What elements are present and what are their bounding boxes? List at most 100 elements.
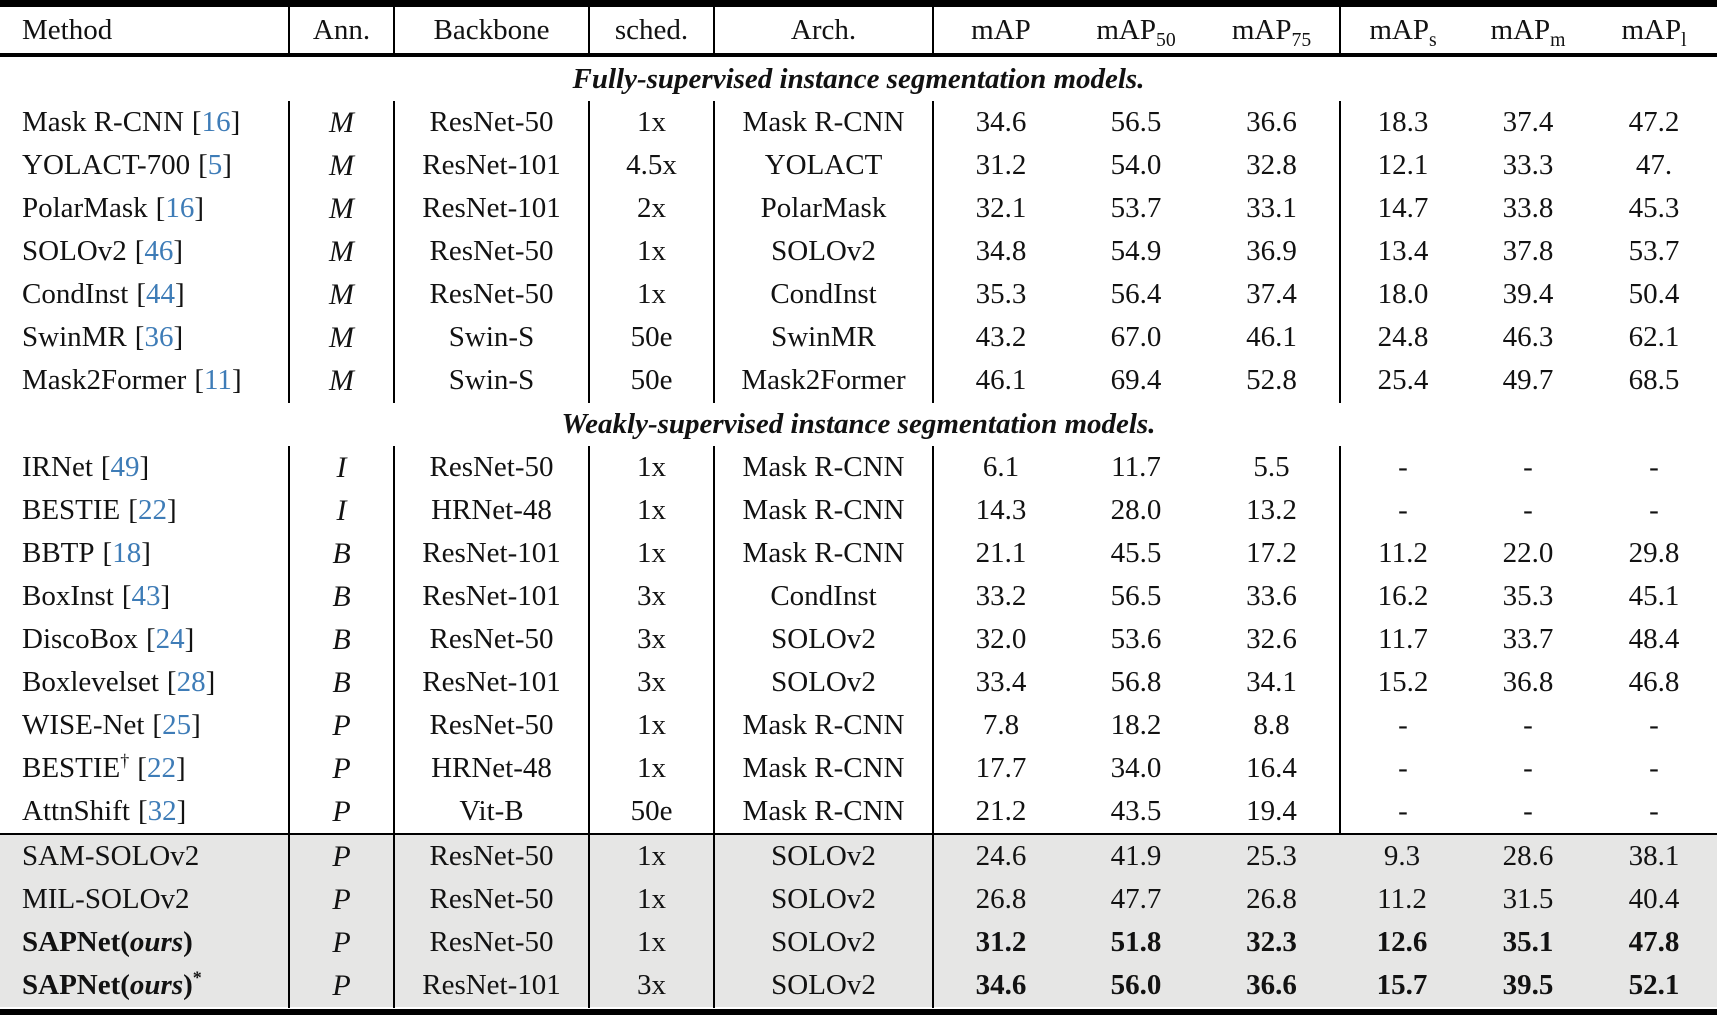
architecture-cell: Mask R-CNN [713,790,932,834]
citation-link[interactable]: 25 [162,709,192,741]
col-header-label: mAP [1369,14,1429,46]
citation-link[interactable]: 49 [110,451,140,483]
metric-cell: 54.0 [1110,149,1162,181]
annotation-symbol: M [329,321,354,354]
col-header-label: mAP [1096,14,1156,46]
metric-cell: - [1649,752,1659,784]
section-rows: Mask R-CNN [16] M ResNet-50 1x Mask R-CNN 34.6… [0,101,1717,403]
method-name-close: ) [183,926,193,958]
citation-link[interactable]: 46 [144,235,174,267]
backbone-cell: ResNet-50 [393,618,588,662]
method-cell: BESTIE† [22] [0,747,288,791]
citation-bracket: [ [198,149,208,181]
method-name: BESTIE [22,752,121,784]
annotation-symbol: I [336,494,347,527]
architecture-cell: Mask R-CNN [713,704,932,748]
citation-link[interactable]: 43 [131,580,161,612]
table-row: CondInst [44] M ResNet-50 1x CondInst 35.3 56.4… [0,273,1717,317]
table-row: BESTIE† [22] P HRNet-48 1x Mask R-CNN 17.7 34.0… [0,747,1717,791]
citation-bracket: ] [166,494,177,526]
annotation-symbol: B [332,580,351,613]
metric-cell: 26.8 [1246,883,1297,915]
citation-link[interactable]: 5 [207,149,223,181]
metric-cell: - [1339,790,1465,834]
architecture-cell: Mask R-CNN [713,747,932,791]
metric-cell: 32.6 [1246,623,1297,655]
method-name: SAM-SOLOv2 [22,840,200,872]
metric-cell: 19.4 [1246,795,1297,827]
citation-link[interactable]: 28 [176,666,206,698]
col-header-subscript: l [1681,28,1687,51]
citation: [22] [128,494,176,526]
schedule-cell: 3x [588,661,713,705]
architecture-cell: CondInst [713,273,932,317]
metric-cell: - [1523,795,1533,827]
citation-link[interactable]: 16 [201,106,231,138]
citation-bracket: ] [184,623,195,655]
citation-link[interactable]: 36 [144,321,174,353]
citation-bracket: [ [134,321,145,353]
schedule-cell: 2x [588,187,713,231]
annotation-cell: B [288,618,393,662]
schedule-cell: 50e [588,316,713,360]
citation-bracket: [ [191,106,202,138]
table-row: SAPNet(ours)* P ResNet-101 3x SOLOv2 34.6 56.0… [0,964,1717,1008]
metric-cell: 33.1 [1246,192,1297,224]
col-header-schedule: sched. [588,7,713,53]
citation-link[interactable]: 22 [146,752,176,784]
annotation-cell: M [288,230,393,274]
method-name: MIL-SOLOv2 [22,883,190,915]
citation-link[interactable]: 22 [137,494,167,526]
metric-cell: 39.5 [1502,969,1554,1001]
col-header-map75: mAP75 [1204,7,1339,53]
method-name: Mask R-CNN [22,106,184,138]
metric-cell: 8.8 [1253,709,1290,741]
method-name: SwinMR [22,321,127,353]
architecture-cell: Mask R-CNN [713,532,932,576]
citation-link[interactable]: 24 [155,623,185,655]
method-cell: BBTP [18] [0,532,288,576]
citation-bracket: ] [230,106,241,138]
citation-bracket: [ [155,192,166,224]
citation-bracket: [ [136,278,147,310]
citation: [25] [152,709,200,741]
annotation-symbol: I [336,451,347,484]
schedule-cell: 50e [588,359,713,403]
citation: [43] [122,580,170,612]
table-row: DiscoBox [24] B ResNet-50 3x SOLOv2 32.0 53.6 32… [0,618,1717,662]
architecture-cell: Mask2Former [713,359,932,403]
architecture-cell: PolarMask [713,187,932,231]
citation-bracket: [ [134,235,145,267]
citation-link[interactable]: 16 [165,192,195,224]
method-cell: Mask R-CNN [16] [0,101,288,145]
table-row: IRNet [49] I ResNet-50 1x Mask R-CNN 6.1 11.7 5.… [0,446,1717,490]
method-cell: PolarMask [16] [0,187,288,231]
metric-cell: 45.3 [1628,192,1680,224]
method-name: BBTP [22,537,95,569]
table-row: AttnShift [32] P Vit-B 50e Mask R-CNN 21.2 43.5… [0,790,1717,834]
metric-cell: 18.3 [1339,101,1465,145]
metric-cell: 22.0 [1502,537,1554,569]
col-header-subscript: s [1428,28,1437,51]
metric-cell: 24.8 [1339,316,1465,360]
citation-bracket: ] [175,278,185,310]
metric-cell: 37.4 [1502,106,1554,138]
architecture-cell: SOLOv2 [713,921,932,965]
metric-cell: 47.7 [1110,883,1162,915]
architecture-cell: SOLOv2 [713,964,932,1008]
annotation-symbol: P [332,969,351,1002]
metric-cell: 7.8 [932,704,1068,748]
citation-link[interactable]: 18 [112,537,142,569]
annotation-symbol: M [329,192,354,225]
citation-link[interactable]: 11 [204,364,232,396]
backbone-cell: ResNet-50 [393,921,588,965]
citation-link[interactable]: 44 [146,278,176,310]
backbone-cell: ResNet-50 [393,446,588,490]
metric-cell: 28.0 [1110,494,1162,526]
schedule-cell: 1x [588,878,713,922]
metric-cell: 29.8 [1628,537,1680,569]
citation: [24] [146,623,194,655]
citation-link[interactable]: 32 [147,795,177,827]
metric-cell: 18.2 [1110,709,1162,741]
metric-cell: 35.3 [1502,580,1554,612]
